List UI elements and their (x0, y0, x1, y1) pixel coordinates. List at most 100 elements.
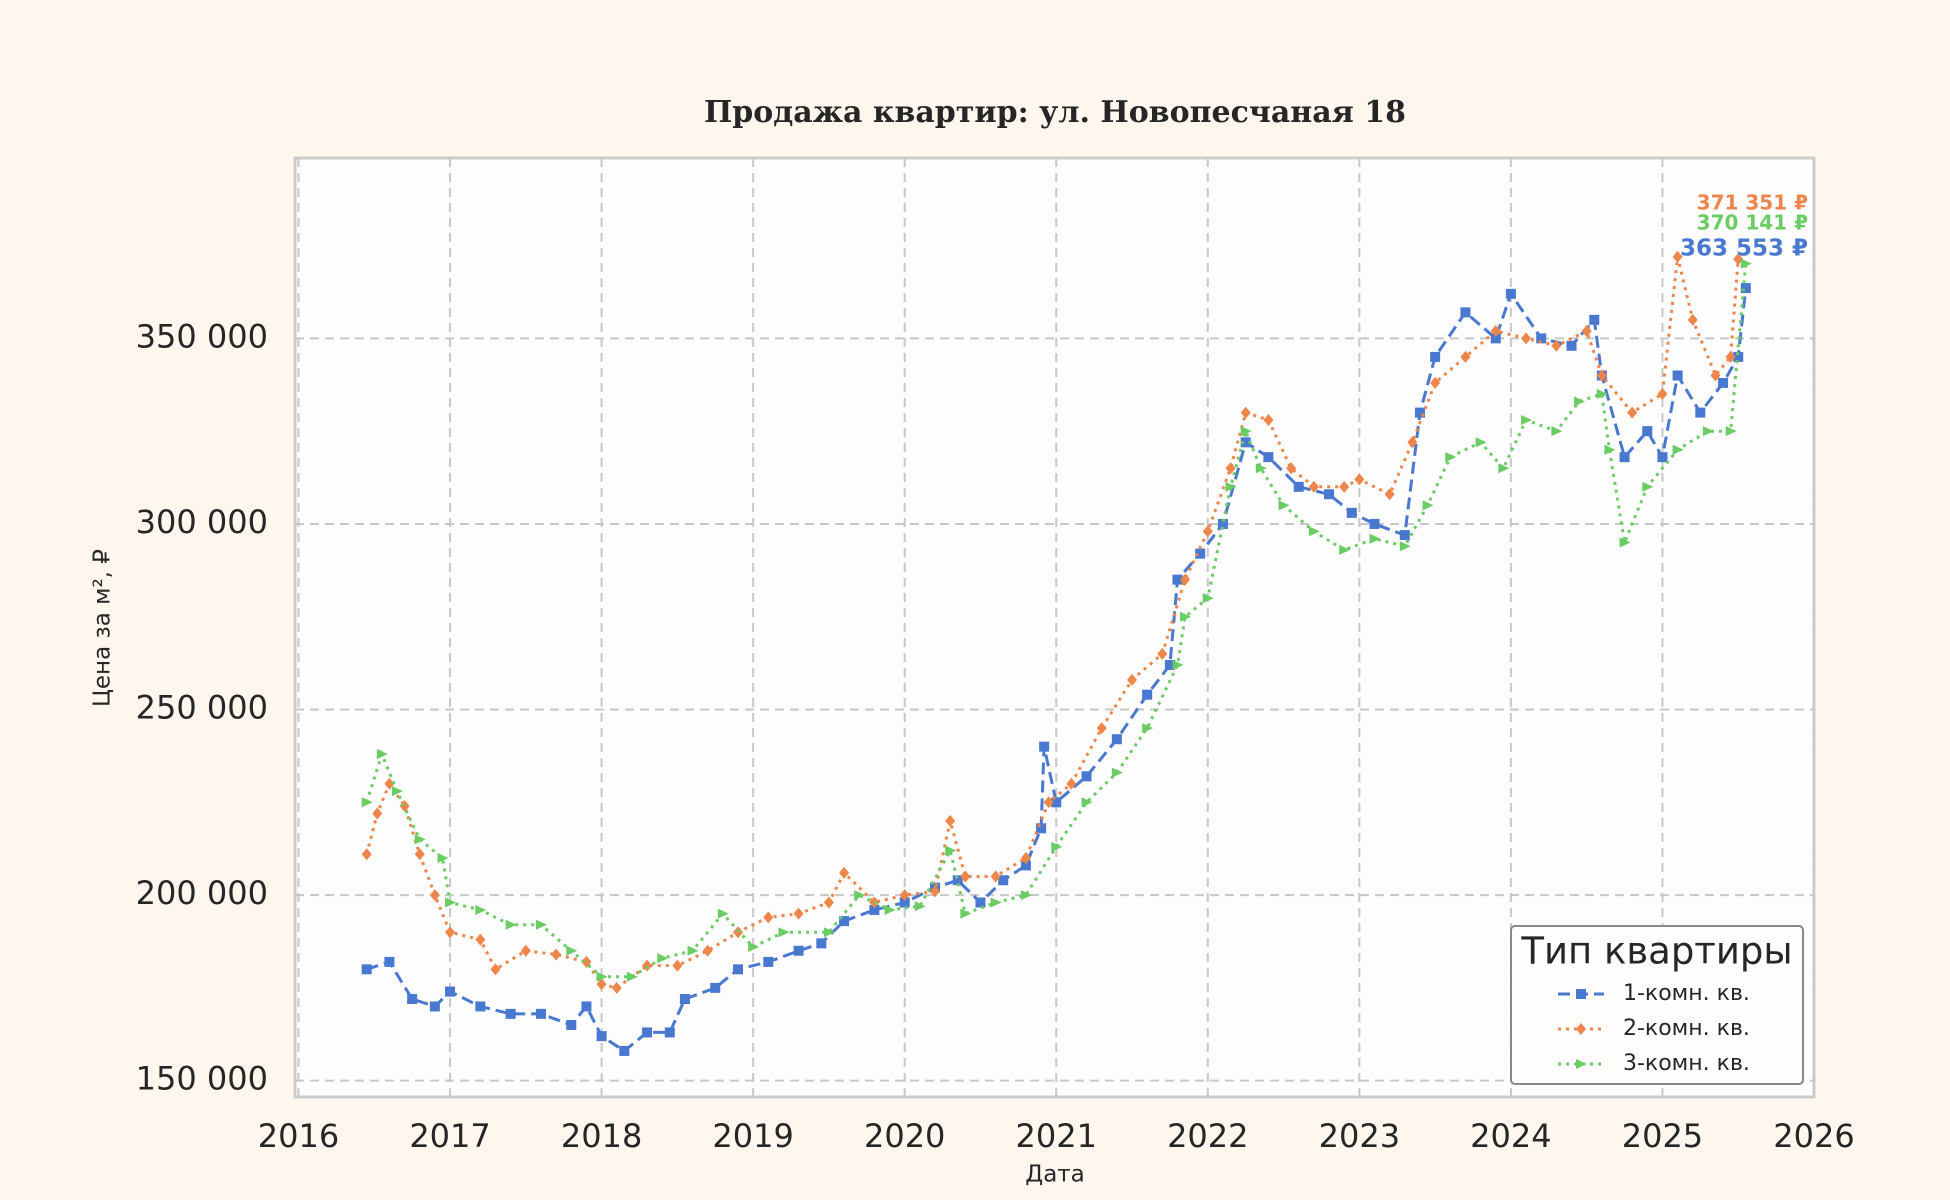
marker (1672, 250, 1683, 263)
marker (702, 944, 713, 957)
legend-label: 3-комн. кв. (1623, 1051, 1750, 1076)
y-tick-label: 300 000 (136, 503, 268, 541)
marker (884, 904, 896, 915)
marker (445, 897, 457, 908)
end-label: 370 141 ₽ (1697, 211, 1808, 235)
marker (1369, 518, 1380, 529)
y-axis-label: Цена за м², ₽ (90, 549, 116, 707)
marker (414, 848, 425, 861)
series: 363 553 ₽ (361, 236, 1808, 1056)
marker (596, 978, 607, 991)
marker (1286, 462, 1297, 475)
marker (1551, 339, 1562, 352)
marker (1672, 370, 1683, 381)
marker (1521, 332, 1532, 345)
marker (1672, 444, 1684, 455)
marker (1576, 1059, 1587, 1069)
marker (1202, 525, 1213, 538)
marker (1202, 593, 1214, 604)
end-label: 363 553 ₽ (1680, 236, 1808, 262)
marker (945, 814, 956, 827)
marker (1725, 426, 1737, 437)
marker (1164, 659, 1175, 670)
marker (1642, 426, 1653, 437)
marker (437, 852, 449, 863)
marker (839, 866, 850, 879)
legend-label: 1-комн. кв. (1623, 981, 1750, 1006)
y-tick-label: 200 000 (136, 874, 268, 912)
marker (1604, 444, 1616, 455)
marker (1718, 377, 1729, 388)
marker (899, 889, 910, 902)
marker (1687, 313, 1698, 326)
marker (1240, 437, 1251, 448)
marker (1581, 324, 1592, 337)
marker (914, 901, 926, 912)
marker (626, 971, 638, 982)
marker (1346, 507, 1357, 518)
marker (384, 956, 395, 967)
marker (1293, 481, 1304, 492)
marker (1430, 351, 1441, 362)
marker (1422, 500, 1434, 511)
marker (642, 959, 653, 972)
marker (361, 797, 373, 808)
marker (1710, 369, 1721, 382)
marker (1157, 647, 1168, 660)
marker (1399, 530, 1410, 541)
marker (664, 1027, 675, 1038)
marker (687, 945, 699, 956)
marker (975, 897, 986, 908)
marker (1407, 436, 1418, 449)
marker (1111, 734, 1122, 745)
marker (1096, 722, 1107, 735)
marker (1702, 426, 1714, 437)
marker (1127, 673, 1138, 686)
marker (1308, 526, 1320, 537)
marker (445, 926, 456, 939)
marker (1066, 777, 1077, 790)
data: 363 553 ₽ 371 351 ₽370 141 ₽ (361, 191, 1808, 1056)
marker (1225, 462, 1236, 475)
marker (899, 897, 910, 908)
marker (823, 927, 835, 938)
marker (475, 933, 486, 946)
chart-title: Продажа квартир: ул. Новопесчаная 18 (704, 95, 1406, 130)
marker (1725, 350, 1736, 363)
marker (1324, 489, 1335, 500)
marker (960, 870, 971, 883)
marker (391, 786, 403, 797)
marker (1657, 388, 1668, 401)
legend-box (1510, 925, 1804, 1085)
marker (1217, 518, 1228, 529)
marker (1399, 541, 1411, 552)
marker (1384, 488, 1395, 501)
marker (657, 953, 669, 964)
marker (1619, 452, 1630, 463)
marker (1180, 573, 1191, 586)
marker (1521, 415, 1533, 426)
marker (1536, 333, 1547, 344)
marker (1551, 426, 1563, 437)
marker (535, 1008, 546, 1019)
marker (1051, 797, 1062, 808)
marker (1566, 340, 1577, 351)
marker (1240, 406, 1251, 419)
marker (1172, 574, 1183, 585)
marker (505, 1008, 516, 1019)
marker (854, 890, 866, 901)
marker (1039, 741, 1050, 752)
marker (1642, 481, 1654, 492)
marker (1596, 369, 1607, 382)
marker (1081, 771, 1092, 782)
marker (1020, 860, 1031, 871)
marker (1043, 796, 1054, 809)
marker (1576, 989, 1586, 999)
marker (1414, 407, 1425, 418)
marker (1657, 452, 1668, 463)
marker (376, 749, 388, 760)
marker (1475, 437, 1487, 448)
marker (1225, 481, 1237, 492)
marker (475, 904, 487, 915)
marker (1627, 406, 1638, 419)
